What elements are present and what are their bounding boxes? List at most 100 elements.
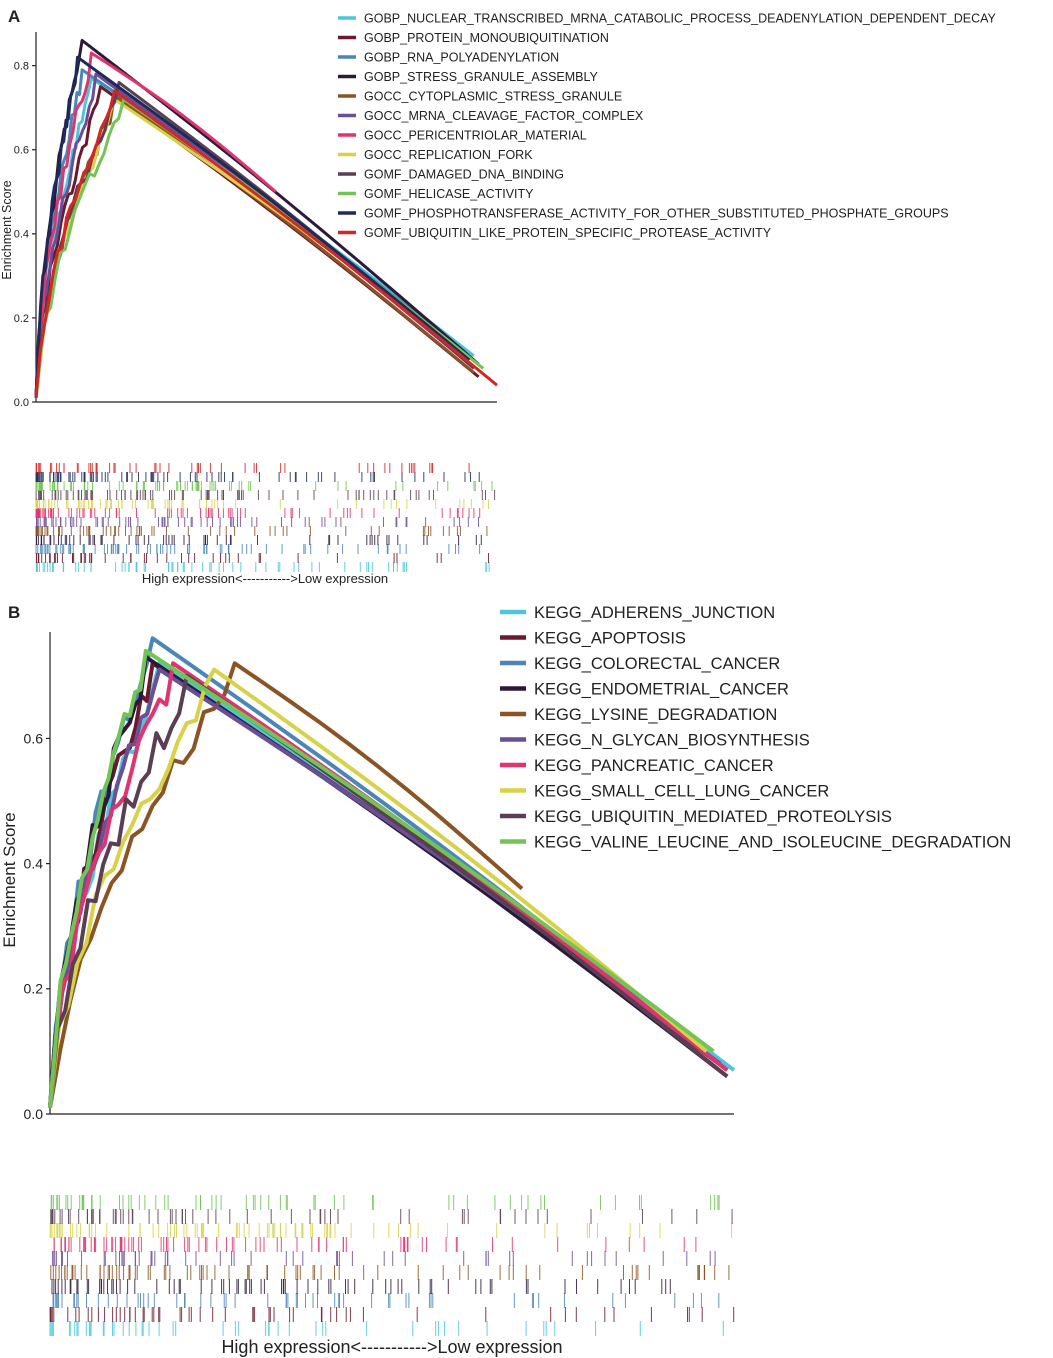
legend-label: GOCC_REPLICATION_FORK	[364, 148, 533, 162]
legend-label: KEGG_N_GLYCAN_BIOSYNTHESIS	[534, 731, 810, 749]
rug-row	[53, 1237, 697, 1252]
rug-row	[51, 1279, 671, 1294]
series-line-kegg-apoptosis	[48, 661, 729, 1108]
panel-a-y-tick-label: 0.0	[14, 397, 29, 409]
legend-label: KEGG_APOPTOSIS	[534, 629, 686, 647]
panel-b-plot: 0.0 0.2 0.4 0.6 Enrichment Score	[0, 632, 736, 1122]
legend-item: KEGG_VALINE_LEUCINE_AND_ISOLEUCINE_DEGRA…	[500, 833, 1011, 851]
panel-a-series-lines	[34, 38, 498, 398]
panel-a-y-tick-label: 0.2	[14, 313, 29, 325]
rug-row	[52, 1293, 720, 1308]
panel-a-y-ticks: 0.0 0.2 0.4 0.6 0.8	[14, 60, 36, 409]
legend-item: GOBP_PROTEIN_MONOUBIQUITINATION	[338, 31, 609, 45]
legend-item: GOBP_STRESS_GRANULE_ASSEMBLY	[338, 70, 599, 84]
panel-b-legend: KEGG_ADHERENS_JUNCTION KEGG_APOPTOSIS KEGG…	[500, 604, 1011, 851]
rug-row	[36, 517, 479, 527]
legend-item: GOCC_MRNA_CLEAVAGE_FACTOR_COMPLEX	[338, 109, 644, 123]
panel-b-y-label: Enrichment Score	[0, 812, 19, 947]
panel-a-rug-plot	[35, 463, 496, 572]
panel-a-x-label: High expression<----------->Low expressi…	[142, 571, 388, 586]
series-line-gocc-replication-fork	[34, 97, 485, 398]
legend-label: GOCC_MRNA_CLEAVAGE_FACTOR_COMPLEX	[364, 109, 644, 123]
panel-b-series-lines	[48, 636, 736, 1109]
rug-row	[50, 1265, 730, 1280]
rug-row	[49, 1223, 733, 1238]
rug-row	[35, 553, 489, 563]
rug-row	[50, 1209, 733, 1224]
rug-row	[51, 1251, 716, 1266]
legend-label: KEGG_LYSINE_DEGRADATION	[534, 706, 777, 724]
legend-label: GOBP_NUCLEAR_TRANSCRIBED_MRNA_CATABOLIC_…	[364, 12, 997, 26]
legend-label: KEGG_COLORECTAL_CANCER	[534, 655, 780, 673]
legend-label: GOBP_PROTEIN_MONOUBIQUITINATION	[364, 31, 609, 45]
legend-label: KEGG_SMALL_CELL_LUNG_CANCER	[534, 782, 829, 800]
legend-item: GOMF_DAMAGED_DNA_BINDING	[338, 168, 564, 182]
legend-item: KEGG_UBIQUITIN_MEDIATED_PROTEOLYSIS	[500, 808, 892, 826]
rug-row	[35, 562, 490, 572]
panel-label-a: A	[8, 7, 20, 26]
legend-label: GOMF_PHOSPHOTRANSFERASE_ACTIVITY_FOR_OTH…	[364, 207, 949, 221]
panel-b-y-tick-label: 0.2	[24, 981, 44, 997]
series-line-kegg-lysine-degradation	[48, 661, 524, 1109]
legend-label: GOCC_PERICENTRIOLAR_MATERIAL	[364, 129, 587, 143]
legend-item: KEGG_SMALL_CELL_LUNG_CANCER	[500, 782, 829, 800]
series-line-kegg-small-cell-lung-cancer	[48, 667, 708, 1108]
rug-row	[35, 472, 480, 482]
panel-a-legend: GOBP_NUCLEAR_TRANSCRIBED_MRNA_CATABOLIC_…	[338, 12, 997, 240]
rug-row	[35, 499, 489, 509]
series-line-gomf-ubiquitin-like-protein-specific-protease-activity	[34, 89, 498, 398]
panel-b-y-tick-label: 0.4	[24, 856, 44, 872]
series-line-kegg-pancreatic-cancer	[48, 661, 729, 1108]
rug-row	[35, 544, 481, 554]
legend-item: KEGG_APOPTOSIS	[500, 629, 686, 647]
legend-item: KEGG_ENDOMETRIAL_CANCER	[500, 680, 789, 698]
rug-row	[49, 1321, 724, 1336]
legend-item: KEGG_N_GLYCAN_BIOSYNTHESIS	[500, 731, 810, 749]
rug-row	[35, 481, 493, 491]
rug-row	[50, 1195, 720, 1210]
rug-row	[35, 463, 470, 473]
panel-a-y-tick-label: 0.4	[14, 229, 29, 241]
legend-label: GOBP_RNA_POLYADENYLATION	[364, 51, 559, 65]
rug-row	[35, 535, 482, 545]
panel-a-y-label: Enrichment Score	[0, 180, 14, 279]
series-line-gocc-pericentriolar-material	[34, 51, 277, 398]
legend-item: GOCC_PERICENTRIOLAR_MATERIAL	[338, 129, 587, 143]
panel-a-plot: 0.0 0.2 0.4 0.6 0.8 Enrichment Score	[0, 32, 498, 409]
panel-b-y-tick-label: 0.6	[24, 730, 44, 746]
legend-label: KEGG_VALINE_LEUCINE_AND_ISOLEUCINE_DEGRA…	[534, 833, 1011, 851]
series-line-gomf-phosphotransferase-activity-for-other-substituted-phosphate-groups	[34, 55, 471, 398]
panel-b-x-label: High expression<----------->Low expressi…	[221, 1337, 562, 1357]
legend-label: GOMF_HELICASE_ACTIVITY	[364, 187, 534, 201]
legend-label: GOMF_UBIQUITIN_LIKE_PROTEIN_SPECIFIC_PRO…	[364, 226, 772, 240]
legend-label: GOBP_STRESS_GRANULE_ASSEMBLY	[364, 70, 599, 84]
series-line-kegg-ubiquitin-mediated-proteolysis	[48, 673, 729, 1108]
legend-item: GOMF_HELICASE_ACTIVITY	[338, 187, 534, 201]
legend-label: GOCC_CYTOPLASMIC_STRESS_GRANULE	[364, 90, 622, 104]
panel-b-rug-plot	[49, 1195, 735, 1336]
legend-item: GOCC_CYTOPLASMIC_STRESS_GRANULE	[338, 90, 622, 104]
panel-a-y-tick-label: 0.8	[14, 60, 29, 72]
legend-item: GOBP_NUCLEAR_TRANSCRIBED_MRNA_CATABOLIC_…	[338, 12, 997, 26]
legend-item: KEGG_PANCREATIC_CANCER	[500, 757, 774, 775]
series-line-kegg-endometrial-cancer	[48, 655, 729, 1108]
rug-row	[35, 508, 481, 518]
legend-label: KEGG_PANCREATIC_CANCER	[534, 757, 774, 775]
legend-item: GOBP_RNA_POLYADENYLATION	[338, 51, 559, 65]
series-line-kegg-valine-leucine-and-isoleucine-degradation	[48, 648, 715, 1108]
panel-b-y-ticks: 0.0 0.2 0.4 0.6	[24, 730, 50, 1122]
legend-item: KEGG_ADHERENS_JUNCTION	[500, 604, 775, 622]
rug-row	[49, 1307, 735, 1322]
legend-item: KEGG_COLORECTAL_CANCER	[500, 655, 780, 673]
legend-item: GOCC_REPLICATION_FORK	[338, 148, 533, 162]
panel-a-y-tick-label: 0.6	[14, 145, 29, 157]
rug-row	[35, 526, 488, 536]
series-line-kegg-adherens-junction	[48, 661, 736, 1108]
legend-label: KEGG_UBIQUITIN_MEDIATED_PROTEOLYSIS	[534, 808, 892, 826]
legend-label: GOMF_DAMAGED_DNA_BINDING	[364, 168, 564, 182]
legend-label: KEGG_ADHERENS_JUNCTION	[534, 604, 775, 622]
series-line-gomf-helicase-activity	[34, 97, 485, 398]
legend-item: GOMF_UBIQUITIN_LIKE_PROTEIN_SPECIFIC_PRO…	[338, 226, 772, 240]
panel-label-b: B	[8, 603, 20, 622]
